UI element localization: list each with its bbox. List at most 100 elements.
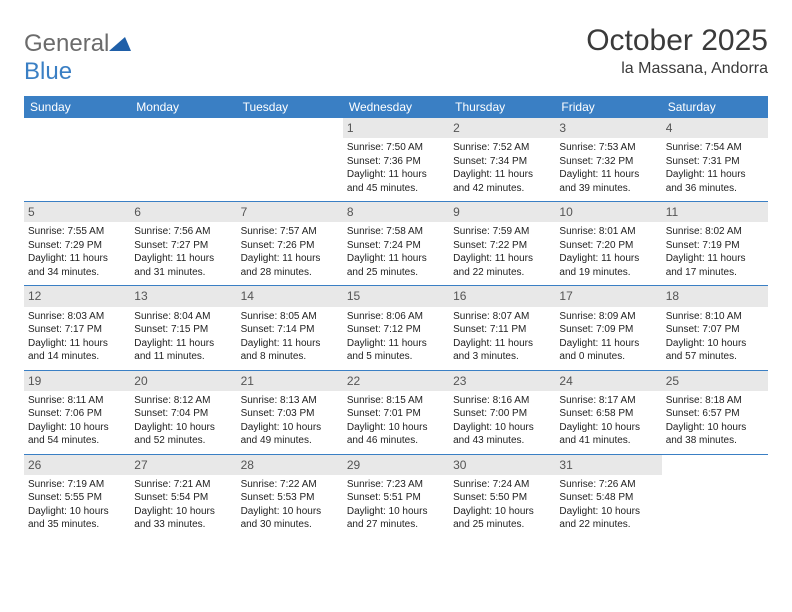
day-cell: 8Sunrise: 7:58 AMSunset: 7:24 PMDaylight… (343, 202, 449, 285)
day-number: 6 (130, 202, 236, 222)
day-number: 31 (555, 455, 661, 475)
sunrise-text: Sunrise: 8:15 AM (347, 394, 445, 408)
sunrise-text: Sunrise: 7:59 AM (453, 225, 551, 239)
daylight-text: and 42 minutes. (453, 182, 551, 196)
daylight-text: Daylight: 11 hours (453, 337, 551, 351)
daylight-text: Daylight: 11 hours (559, 337, 657, 351)
day-number: 26 (24, 455, 130, 475)
sunset-text: Sunset: 7:34 PM (453, 155, 551, 169)
daylight-text: and 57 minutes. (666, 350, 764, 364)
daylight-text: and 41 minutes. (559, 434, 657, 448)
sunrise-text: Sunrise: 8:07 AM (453, 310, 551, 324)
sunset-text: Sunset: 7:06 PM (28, 407, 126, 421)
week-row: 12Sunrise: 8:03 AMSunset: 7:17 PMDayligh… (24, 286, 768, 370)
sunrise-text: Sunrise: 7:23 AM (347, 478, 445, 492)
sunset-text: Sunset: 7:15 PM (134, 323, 232, 337)
day-number: 12 (24, 286, 130, 306)
day-cell: 31 Sunrise: 7:26 AMSunset: 5:48 PMDayligh… (555, 455, 661, 538)
day-cell: 22 Sunrise: 8:15 AMSunset: 7:01 PMDayligh… (343, 371, 449, 454)
sunset-text: Sunset: 5:54 PM (134, 491, 232, 505)
daylight-text: Daylight: 10 hours (241, 421, 339, 435)
sunset-text: Sunset: 6:58 PM (559, 407, 657, 421)
day-header: Monday (130, 96, 236, 118)
sunrise-text: Sunrise: 8:16 AM (453, 394, 551, 408)
day-number: 27 (130, 455, 236, 475)
sunset-text: Sunset: 7:27 PM (134, 239, 232, 253)
sunset-text: Sunset: 7:07 PM (666, 323, 764, 337)
day-number: 20 (130, 371, 236, 391)
daylight-text: Daylight: 10 hours (347, 505, 445, 519)
day-cell: 7Sunrise: 7:57 AMSunset: 7:26 PMDaylight… (237, 202, 343, 285)
sunset-text: Sunset: 7:19 PM (666, 239, 764, 253)
daylight-text: and 52 minutes. (134, 434, 232, 448)
daylight-text: and 14 minutes. (28, 350, 126, 364)
sunset-text: Sunset: 7:04 PM (134, 407, 232, 421)
daylight-text: Daylight: 11 hours (453, 168, 551, 182)
day-cell: 4Sunrise: 7:54 AMSunset: 7:31 PMDaylight… (662, 118, 768, 201)
sunset-text: Sunset: 7:20 PM (559, 239, 657, 253)
logo-triangle-icon (109, 30, 131, 58)
daylight-text: Daylight: 10 hours (559, 505, 657, 519)
day-number: 2 (449, 118, 555, 138)
sunrise-text: Sunrise: 8:12 AM (134, 394, 232, 408)
day-number: 4 (662, 118, 768, 138)
sunrise-text: Sunrise: 7:26 AM (559, 478, 657, 492)
daylight-text: Daylight: 11 hours (241, 337, 339, 351)
sunset-text: Sunset: 7:22 PM (453, 239, 551, 253)
sunrise-text: Sunrise: 7:50 AM (347, 141, 445, 155)
daylight-text: Daylight: 10 hours (28, 421, 126, 435)
daylight-text: and 46 minutes. (347, 434, 445, 448)
day-number: 7 (237, 202, 343, 222)
calendar: Sunday Monday Tuesday Wednesday Thursday… (24, 96, 768, 538)
day-number: 16 (449, 286, 555, 306)
daylight-text: Daylight: 10 hours (347, 421, 445, 435)
logo-text-2: Blue (24, 58, 72, 85)
day-cell: 10Sunrise: 8:01 AMSunset: 7:20 PMDayligh… (555, 202, 661, 285)
sunset-text: Sunset: 6:57 PM (666, 407, 764, 421)
day-header: Saturday (662, 96, 768, 118)
daylight-text: and 39 minutes. (559, 182, 657, 196)
day-cell: 20Sunrise: 8:12 AMSunset: 7:04 PMDayligh… (130, 371, 236, 454)
daylight-text: and 33 minutes. (134, 518, 232, 532)
sunrise-text: Sunrise: 7:58 AM (347, 225, 445, 239)
daylight-text: and 45 minutes. (347, 182, 445, 196)
sunrise-text: Sunrise: 8:03 AM (28, 310, 126, 324)
day-number: 1 (343, 118, 449, 138)
daylight-text: and 22 minutes. (559, 518, 657, 532)
sunrise-text: Sunrise: 7:19 AM (28, 478, 126, 492)
daylight-text: Daylight: 10 hours (666, 337, 764, 351)
day-number: 17 (555, 286, 661, 306)
week-row: 5Sunrise: 7:55 AMSunset: 7:29 PMDaylight… (24, 202, 768, 286)
day-number: 11 (662, 202, 768, 222)
day-cell: 27Sunrise: 7:21 AMSunset: 5:54 PMDayligh… (130, 455, 236, 538)
sunrise-text: Sunrise: 7:55 AM (28, 225, 126, 239)
sunset-text: Sunset: 7:00 PM (453, 407, 551, 421)
day-number: 30 (449, 455, 555, 475)
sunrise-text: Sunrise: 8:01 AM (559, 225, 657, 239)
weeks-container: 1Sunrise: 7:50 AMSunset: 7:36 PMDaylight… (24, 118, 768, 538)
daylight-text: and 25 minutes. (453, 518, 551, 532)
day-cell (24, 118, 130, 201)
daylight-text: and 22 minutes. (453, 266, 551, 280)
day-cell: 25Sunrise: 8:18 AMSunset: 6:57 PMDayligh… (662, 371, 768, 454)
daylight-text: and 3 minutes. (453, 350, 551, 364)
day-cell: 1Sunrise: 7:50 AMSunset: 7:36 PMDaylight… (343, 118, 449, 201)
sunrise-text: Sunrise: 8:18 AM (666, 394, 764, 408)
daylight-text: and 28 minutes. (241, 266, 339, 280)
day-number: 9 (449, 202, 555, 222)
day-number: 24 (555, 371, 661, 391)
day-cell: 6Sunrise: 7:56 AMSunset: 7:27 PMDaylight… (130, 202, 236, 285)
day-number: 22 (343, 371, 449, 391)
sunset-text: Sunset: 5:51 PM (347, 491, 445, 505)
daylight-text: and 54 minutes. (28, 434, 126, 448)
sunset-text: Sunset: 5:53 PM (241, 491, 339, 505)
day-cell: 19Sunrise: 8:11 AMSunset: 7:06 PMDayligh… (24, 371, 130, 454)
sunset-text: Sunset: 7:01 PM (347, 407, 445, 421)
sunset-text: Sunset: 5:48 PM (559, 491, 657, 505)
daylight-text: and 30 minutes. (241, 518, 339, 532)
day-cell (237, 118, 343, 201)
day-cell: 5Sunrise: 7:55 AMSunset: 7:29 PMDaylight… (24, 202, 130, 285)
daylight-text: Daylight: 11 hours (453, 252, 551, 266)
sunrise-text: Sunrise: 7:56 AM (134, 225, 232, 239)
daylight-text: and 19 minutes. (559, 266, 657, 280)
